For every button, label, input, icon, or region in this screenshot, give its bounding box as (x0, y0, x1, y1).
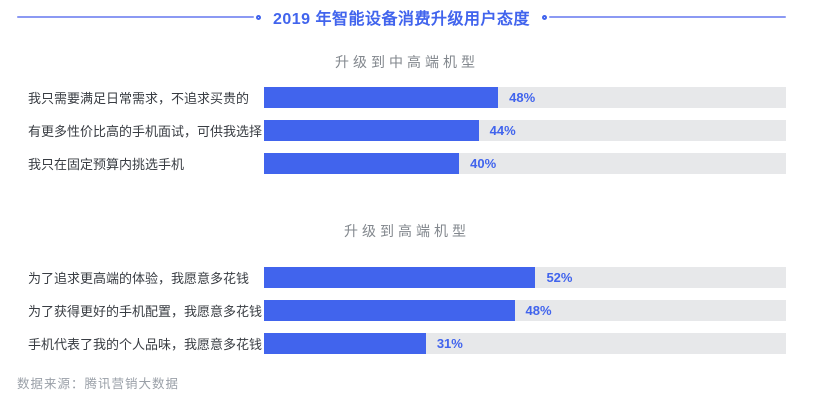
bar-track: 48% (264, 300, 786, 321)
bar-fill (264, 333, 426, 354)
page-title: 2019 年智能设备消费升级用户态度 (272, 11, 531, 28)
divider-line-right (549, 16, 787, 18)
bar-fill (264, 267, 536, 288)
bar-fill (264, 87, 499, 108)
bar-row: 为了追求更高端的体验，我愿意多花钱 52% (28, 267, 786, 288)
bar-value-label: 44% (489, 123, 516, 138)
chart-title-bar: 2019 年智能设备消费升级用户态度 (17, 8, 787, 28)
bar-value-label: 40% (470, 156, 497, 171)
bar-value-label: 31% (436, 336, 463, 351)
chart-subtitle: 升级到中高端机型 (335, 54, 479, 70)
bar-fill (264, 300, 515, 321)
bar-row: 我只需要满足日常需求，不追求买贵的 48% (28, 87, 786, 108)
bar-row: 为了获得更好的手机配置，我愿意多花钱 48% (28, 300, 786, 321)
bar-track: 52% (264, 267, 786, 288)
chart-subtitle: 升级到高端机型 (344, 223, 470, 239)
bar-label: 为了获得更好的手机配置，我愿意多花钱 (28, 304, 263, 319)
bar-track: 48% (264, 87, 786, 108)
bar-label: 我只在固定预算内挑选手机 (28, 157, 185, 172)
bar-value-label: 48% (509, 90, 536, 105)
bar-row: 有更多性价比高的手机面试，可供我选择 44% (28, 120, 786, 141)
bar-label: 手机代表了我的个人品味，我愿意多花钱 (28, 337, 263, 352)
chart-section-high-end: 升级到高端机型 为了追求更高端的体验，我愿意多花钱 52% 为了获得更好的手机配置，… (28, 221, 786, 354)
bar-value-label: 48% (525, 303, 552, 318)
data-source-note: 数据来源：腾讯营销大数据 (17, 377, 180, 391)
bar-label: 为了追求更高端的体验，我愿意多花钱 (28, 271, 250, 286)
bar-track: 44% (264, 120, 786, 141)
divider-dot-right (542, 14, 548, 20)
divider-dot-left (255, 14, 261, 20)
divider-line-left (17, 16, 254, 18)
bar-fill (264, 153, 460, 174)
bar-track: 31% (264, 333, 786, 354)
bar-chart: 我只需要满足日常需求，不追求买贵的 48% 有更多性价比高的手机面试，可供我选择 44… (28, 87, 786, 174)
bar-label: 我只需要满足日常需求，不追求买贵的 (28, 91, 250, 106)
bar-label: 有更多性价比高的手机面试，可供我选择 (28, 124, 263, 139)
bar-row: 手机代表了我的个人品味，我愿意多花钱 31% (28, 333, 786, 354)
bar-value-label: 52% (546, 270, 573, 285)
bar-chart: 为了追求更高端的体验，我愿意多花钱 52% 为了获得更好的手机配置，我愿意多花钱 48… (28, 267, 786, 354)
bar-track: 40% (264, 153, 786, 174)
chart-section-mid-high-end: 升级到中高端机型 我只需要满足日常需求，不追求买贵的 48% 有更多性价比高的手机面… (28, 52, 786, 174)
bar-row: 我只在固定预算内挑选手机 40% (28, 153, 786, 174)
bar-fill (264, 120, 479, 141)
